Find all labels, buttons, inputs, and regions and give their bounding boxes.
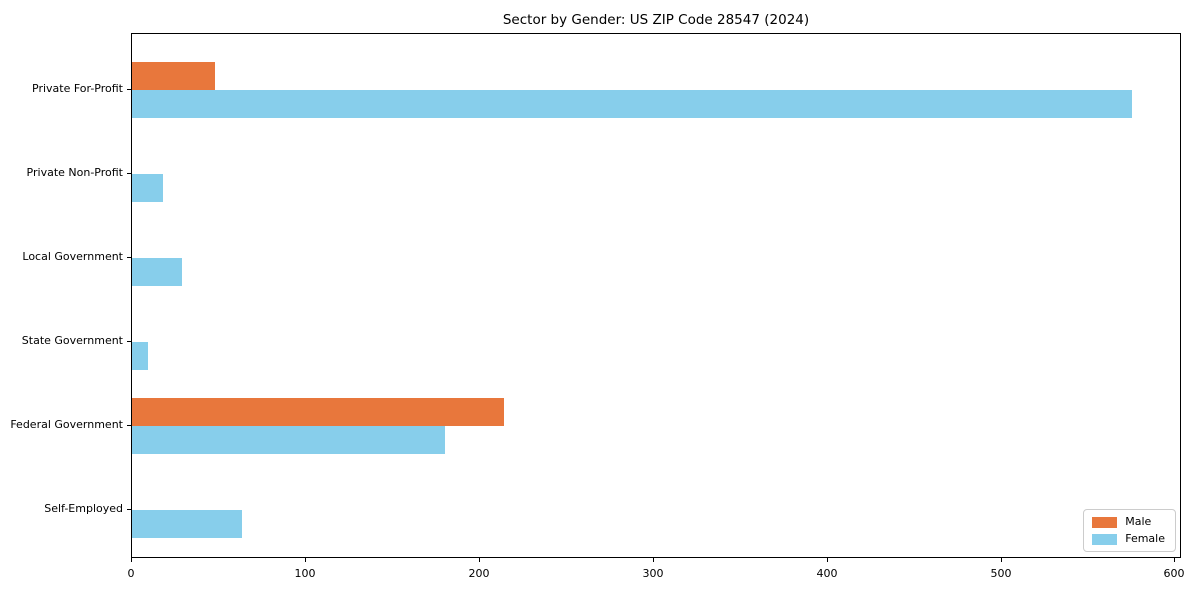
x-tick-label: 0 <box>127 567 135 580</box>
bar-female-federal-government <box>132 426 445 454</box>
bar-female-private-non-profit <box>132 174 163 202</box>
y-tick-label: Local Government <box>22 250 123 263</box>
x-tick-mark <box>1001 558 1002 562</box>
bars-layer <box>132 34 1180 557</box>
x-tick-mark <box>827 558 828 562</box>
x-tick-label: 500 <box>990 567 1012 580</box>
y-tick-mark <box>127 173 131 174</box>
legend-label-female: Female <box>1125 532 1165 545</box>
x-tick-mark <box>653 558 654 562</box>
x-tick-label: 100 <box>294 567 316 580</box>
x-tick-label: 300 <box>642 567 664 580</box>
x-tick-mark <box>1174 558 1175 562</box>
x-tick-label: 600 <box>1163 567 1185 580</box>
legend-swatch-female-icon <box>1092 533 1118 545</box>
bar-female-state-government <box>132 342 148 370</box>
legend-item-female: Female <box>1092 533 1165 545</box>
bar-male-federal-government <box>132 398 504 426</box>
bar-female-self-employed <box>132 510 242 538</box>
y-tick-mark <box>127 425 131 426</box>
y-tick-mark <box>127 341 131 342</box>
x-tick-label: 400 <box>816 567 838 580</box>
legend-item-male: Male <box>1092 516 1165 528</box>
legend-swatch-male-icon <box>1092 516 1118 528</box>
bar-female-local-government <box>132 258 182 286</box>
y-tick-mark <box>127 89 131 90</box>
y-tick-label: Private For-Profit <box>32 82 123 95</box>
y-tick-label: State Government <box>21 334 123 347</box>
legend-label-male: Male <box>1125 515 1152 528</box>
x-tick-label: 200 <box>468 567 490 580</box>
plot-area: Male Female <box>131 33 1181 558</box>
bar-male-private-for-profit <box>132 62 215 90</box>
y-tick-label: Self-Employed <box>44 502 123 515</box>
y-tick-mark <box>127 257 131 258</box>
chart-title: Sector by Gender: US ZIP Code 28547 (202… <box>502 12 810 28</box>
y-tick-label: Federal Government <box>10 418 123 431</box>
x-tick-mark <box>305 558 306 562</box>
x-tick-mark <box>131 558 132 562</box>
x-tick-mark <box>479 558 480 562</box>
y-tick-label: Private Non-Profit <box>26 166 123 179</box>
legend: Male Female <box>1083 509 1176 552</box>
bar-female-private-for-profit <box>132 90 1132 118</box>
y-tick-mark <box>127 509 131 510</box>
